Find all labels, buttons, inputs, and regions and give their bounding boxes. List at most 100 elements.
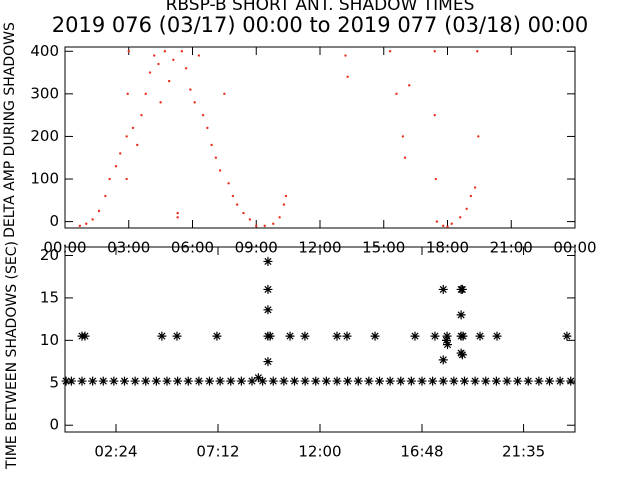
- dot-point: [272, 222, 275, 225]
- star-point: [258, 376, 268, 386]
- star-point: [492, 331, 502, 341]
- dot-point: [403, 156, 407, 159]
- x-tick-label: 16:48: [400, 443, 443, 461]
- chart-title: RBSP-B SHORT ANT. SHADOW TIMES: [166, 0, 475, 15]
- star-point: [457, 284, 467, 294]
- dot-point: [465, 207, 468, 211]
- dot-point: [473, 186, 477, 189]
- star-point: [268, 376, 278, 386]
- star-point: [406, 376, 416, 386]
- dot-point: [114, 165, 118, 168]
- dot-point: [119, 152, 122, 155]
- dot-point: [388, 50, 392, 53]
- star-point: [88, 376, 98, 386]
- star-point: [481, 376, 491, 386]
- star-point: [443, 340, 452, 350]
- star-point: [279, 376, 289, 386]
- dot-point: [108, 177, 111, 181]
- y-tick-label: 5: [49, 373, 59, 391]
- star-point: [458, 331, 468, 341]
- star-point: [438, 376, 448, 386]
- star-point: [438, 355, 448, 365]
- star-point: [300, 331, 310, 341]
- x-tick-label: 21:35: [502, 443, 545, 461]
- y-axis-label: DELTA AMP DURING SHADOWS: [2, 22, 18, 238]
- dot-point: [126, 92, 129, 96]
- dot-point: [180, 50, 184, 53]
- star-point: [236, 376, 246, 386]
- star-point: [428, 376, 438, 386]
- dot-point: [163, 50, 167, 53]
- y-tick-label: 400: [30, 42, 59, 60]
- star-point: [417, 376, 427, 386]
- y-tick-label: 15: [40, 288, 59, 306]
- plot-frame: [64, 46, 576, 229]
- star-point: [475, 331, 485, 341]
- y-tick-label: 20: [40, 246, 59, 264]
- dot-point: [125, 177, 128, 181]
- star-point: [263, 256, 273, 266]
- dot-point: [346, 75, 349, 79]
- dot-point: [127, 50, 130, 53]
- star-point: [523, 376, 533, 386]
- star-point: [130, 376, 140, 386]
- dot-point: [433, 50, 436, 53]
- dot-point: [218, 169, 222, 172]
- dot-point: [97, 209, 101, 213]
- star-point: [456, 310, 466, 320]
- star-point: [502, 376, 512, 386]
- star-point: [353, 376, 363, 386]
- dot-point: [140, 113, 143, 117]
- y-tick-label: 100: [30, 170, 59, 188]
- dot-point: [197, 54, 201, 57]
- star-point: [442, 331, 452, 341]
- x-tick-label: 02:24: [94, 443, 137, 461]
- dot-point: [395, 92, 398, 96]
- dot-point: [231, 194, 235, 198]
- star-point: [375, 376, 384, 386]
- star-point: [173, 376, 183, 386]
- star-point: [430, 331, 440, 341]
- dot-point: [176, 211, 179, 215]
- dot-point: [469, 194, 473, 198]
- star-point: [77, 376, 87, 386]
- star-point: [66, 376, 76, 386]
- star-point: [205, 376, 214, 386]
- dot-point: [446, 225, 449, 228]
- dot-point: [172, 58, 175, 61]
- star-point: [545, 376, 554, 386]
- dot-point: [442, 224, 445, 228]
- star-point: [410, 331, 420, 341]
- star-point: [109, 376, 119, 386]
- plot-frame: [64, 246, 576, 433]
- star-point: [226, 376, 236, 386]
- dot-point: [263, 224, 266, 228]
- star-point: [555, 376, 565, 386]
- star-point: [457, 350, 467, 360]
- y-tick-label: 10: [40, 331, 59, 349]
- star-point: [513, 376, 523, 386]
- star-point: [141, 376, 151, 386]
- chart-subtitle: 2019 076 (03/17) 00:00 to 2019 077 (03/1…: [52, 13, 588, 37]
- star-point: [253, 373, 263, 383]
- dot-point: [104, 194, 107, 198]
- dot-point: [214, 156, 218, 159]
- dot-point: [157, 62, 160, 66]
- y-tick-label: 0: [49, 416, 59, 434]
- star-point: [364, 376, 374, 386]
- dot-point: [242, 211, 245, 215]
- star-point: [343, 376, 353, 386]
- y-tick-label: 200: [30, 127, 59, 145]
- star-point: [562, 331, 572, 341]
- dot-point: [401, 135, 405, 138]
- dot-point: [131, 126, 135, 130]
- y-axis-label: TIME BETWEEN SHADOWS (SEC): [4, 241, 20, 470]
- star-point: [263, 305, 273, 315]
- dot-point: [201, 113, 205, 117]
- star-point: [285, 331, 295, 341]
- dot-point: [227, 182, 230, 185]
- star-point: [265, 331, 275, 341]
- star-point: [534, 376, 544, 386]
